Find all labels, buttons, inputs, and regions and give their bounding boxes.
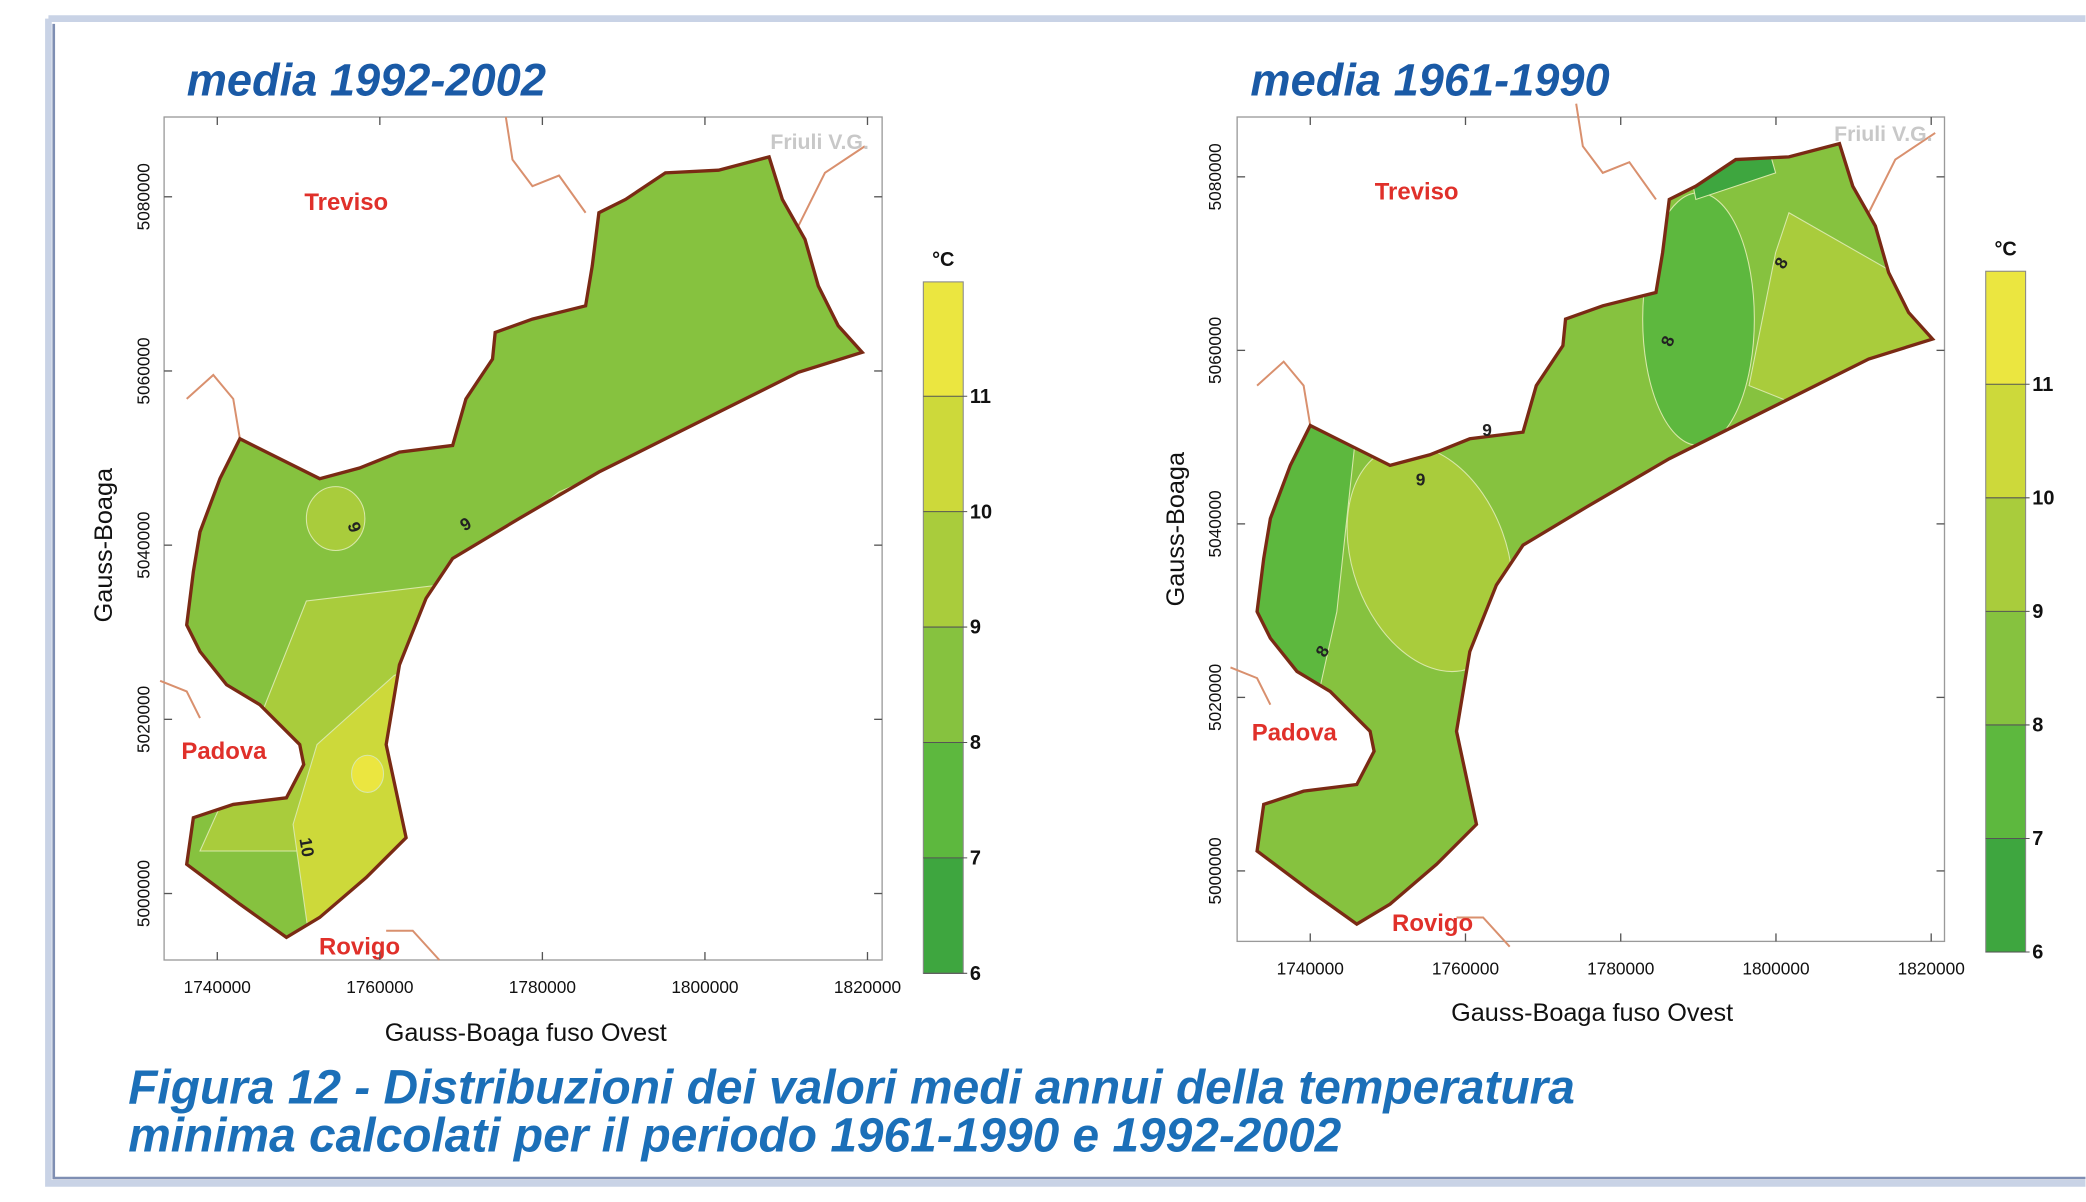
place-label: Rovigo [319,934,400,961]
x-tick-label: 1800000 [1742,959,1809,979]
caption-line: minima calcolati per il periodo 1961-199… [128,1109,1341,1162]
colorbar-tick-label: 8 [970,732,981,754]
x-tick-label: 1760000 [1432,959,1499,979]
colorbar-band [923,396,963,511]
place-label: Friuli V.G. [770,130,868,154]
y-tick-label: 5040000 [133,512,153,579]
page: {"panels": [ {"title": "media 1992-2002"… [0,0,2086,1202]
place-label: Rovigo [1392,910,1473,937]
colorbar-tick-label: 9 [970,617,981,639]
colorbar-band [1986,611,2026,725]
x-tick-label: 1780000 [1587,959,1654,979]
x-tick-label: 1760000 [346,977,413,997]
colorbar-band [1986,384,2026,498]
x-tick-label: 1800000 [671,977,738,997]
place-label: Padova [1252,720,1338,747]
place-label: Friuli V.G. [1834,122,1932,146]
y-tick-label: 5020000 [1205,664,1225,731]
x-axis-label: Gauss-Boaga fuso Ovest [1451,999,1733,1027]
y-tick-label: 5000000 [133,860,153,927]
colorbar-tick-label: 6 [2032,942,2043,964]
colorbar-tick-label: 7 [970,848,981,870]
contour-label: 9 [1416,469,1426,489]
y-tick-label: 5020000 [133,686,153,753]
x-tick-label: 1740000 [184,977,251,997]
colorbar-unit: °C [1994,238,2016,260]
y-tick-label: 5000000 [1205,837,1225,904]
place-label: Treviso [304,189,388,216]
place-label: Treviso [1375,178,1459,205]
contour-label: 9 [1482,420,1492,440]
colorbar-tick-label: 6 [970,963,981,985]
colorbar-band [923,742,963,857]
x-tick-label: 1740000 [1277,959,1344,979]
colorbar-band [923,627,963,742]
y-tick-label: 5080000 [1205,143,1225,210]
colorbar-tick-label: 10 [2032,487,2054,509]
colorbar-band [923,512,963,627]
y-tick-label: 5040000 [1205,490,1225,557]
colorbar-tick-label: 10 [970,501,992,523]
place-label: Padova [181,738,267,765]
colorbar-band [923,858,963,973]
colorbar-tick-label: 9 [2032,601,2043,623]
x-tick-label: 1820000 [834,977,901,997]
y-axis-label: Gauss-Boaga [1162,451,1190,606]
colorbar-tick-label: 11 [970,386,991,408]
panel-title: media 1992-2002 [187,55,546,106]
zone [306,487,365,551]
colorbar-tick-label: 7 [2032,828,2043,850]
y-tick-label: 5060000 [1205,317,1225,384]
colorbar-tick-label: 8 [2032,715,2043,737]
x-tick-label: 1780000 [509,977,576,997]
y-axis-label: Gauss-Boaga [90,467,118,622]
colorbar-unit: °C [932,249,954,271]
contour-label: 10 [295,836,318,858]
colorbar-band [1986,725,2026,839]
x-tick-label: 1820000 [1898,959,1965,979]
colorbar-band [1986,498,2026,612]
colorbar-band [923,282,963,396]
colorbar-tick-label: 11 [2032,374,2053,396]
colorbar-band [1986,271,2026,384]
y-tick-label: 5060000 [133,337,153,404]
caption-line: Figura 12 - Distribuzioni dei valori med… [128,1062,1575,1115]
panel-title: media 1961-1990 [1250,55,1609,106]
zone [352,755,384,792]
y-tick-label: 5080000 [133,163,153,230]
colorbar-band [1986,838,2026,952]
figure: Figura 12 - Distribuzioni dei valori med… [0,0,2086,1202]
x-axis-label: Gauss-Boaga fuso Ovest [385,1019,667,1047]
